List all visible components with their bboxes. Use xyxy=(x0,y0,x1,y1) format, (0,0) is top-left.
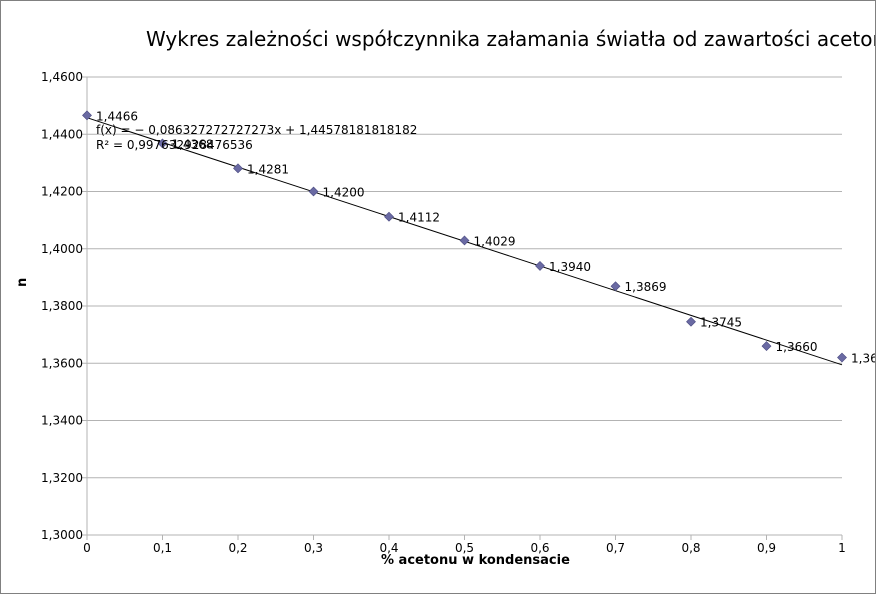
data-point xyxy=(459,235,470,246)
trendline-equation: f(x) = − 0,086327272727273x + 1,44578181… xyxy=(96,123,418,137)
trendline-equation-box: f(x) = − 0,086327272727273x + 1,44578181… xyxy=(96,123,417,153)
data-point xyxy=(384,211,394,222)
x-tick-label: 0,7 xyxy=(606,541,625,555)
data-point xyxy=(157,138,168,149)
data-label: 1,4112 xyxy=(398,211,440,225)
data-point xyxy=(535,261,545,271)
x-tick-label: 0,9 xyxy=(757,541,776,555)
data-point xyxy=(837,352,847,363)
x-tick-label: 0,5 xyxy=(455,541,474,555)
y-axis-label: n xyxy=(15,277,30,287)
y-tick-label: 1,3400 xyxy=(41,414,83,428)
x-tick-label: 0,1 xyxy=(153,541,172,555)
data-label: 1,3869 xyxy=(625,280,667,294)
x-tick-label: 0,2 xyxy=(228,541,247,555)
data-point xyxy=(761,341,772,351)
y-tick-label: 1,3000 xyxy=(41,528,83,542)
data-label: 1,4281 xyxy=(247,162,289,176)
data-label: 1,4200 xyxy=(323,186,365,200)
data-point xyxy=(686,316,696,327)
x-axis-label: % acetonu w kondensacie xyxy=(381,553,570,568)
data-point xyxy=(308,186,319,197)
data-label: 1,3940 xyxy=(549,260,591,274)
y-tick-label: 1,4400 xyxy=(41,127,83,141)
data-label: 1,4368 xyxy=(172,137,214,151)
data-point xyxy=(233,163,243,174)
data-label: 1,3745 xyxy=(700,316,742,330)
data-label: 1,4466 xyxy=(96,109,138,123)
x-tick-label: 0,6 xyxy=(530,541,549,555)
y-tick-label: 1,4000 xyxy=(41,242,83,256)
x-tick-label: 0 xyxy=(83,541,91,555)
y-tick-label: 1,3800 xyxy=(41,299,83,313)
y-tick-label: 1,4600 xyxy=(41,70,83,84)
x-tick-label: 0,4 xyxy=(379,541,398,555)
data-point xyxy=(82,110,92,121)
x-tick-label: 1 xyxy=(838,541,846,555)
x-tick-label: 0,3 xyxy=(304,541,323,555)
y-tick-label: 1,3600 xyxy=(41,356,83,370)
data-point xyxy=(610,281,621,292)
y-tick-label: 1,4200 xyxy=(41,185,83,199)
chart-title: Wykres zależności współczynnika załamani… xyxy=(146,27,875,51)
y-tick-label: 1,3200 xyxy=(41,471,83,485)
x-tick-label: 0,8 xyxy=(681,541,700,555)
data-label: 1,4029 xyxy=(474,234,516,248)
data-label: 1,3620 xyxy=(851,352,876,366)
trendline-r2: R² = 0,997632928476536 xyxy=(96,138,253,152)
data-label: 1,3660 xyxy=(776,340,818,354)
